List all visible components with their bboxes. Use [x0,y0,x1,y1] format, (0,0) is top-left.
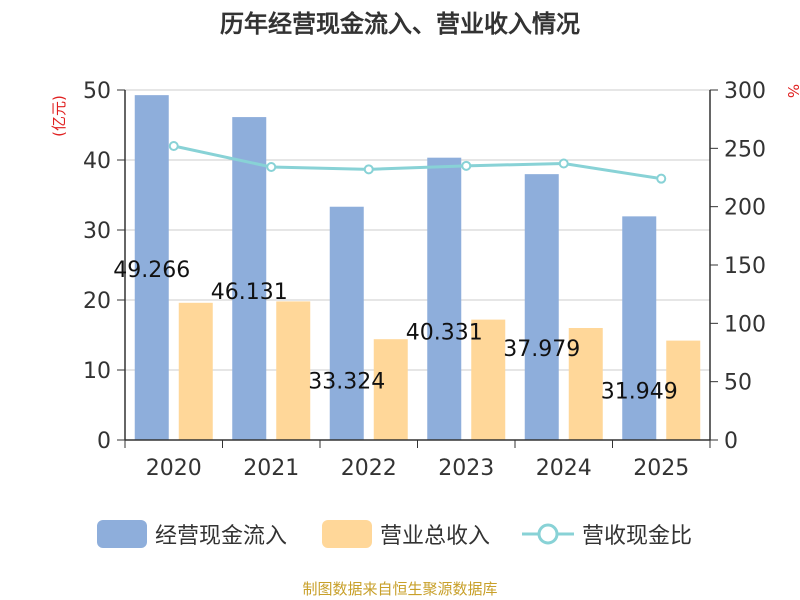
bar-revenue [471,319,506,440]
bar-revenue [276,301,311,440]
bar-revenue [666,340,701,440]
data-label: 46.131 [211,280,288,305]
ratio-line-path [173,144,662,181]
y-axis-label: (亿元) [50,95,68,137]
data-label: 37.979 [503,337,580,362]
ratio-point [168,141,179,151]
legend-swatch-cash-inflow [97,520,147,548]
y-tick-label: 20 [83,289,111,314]
x-tick-label: 2020 [146,456,202,481]
y2-tick-label: 300 [724,79,766,104]
bar-cash-inflow [329,206,364,440]
y-tick-label: 50 [83,79,111,104]
data-labels: 49.266 46.131 33.324 40.331 37.979 31.949 [113,258,677,404]
ratio-point [558,158,569,169]
ratio-point [461,160,472,171]
chart-title: 历年经营现金流入、营业收入情况 [220,10,580,38]
data-label: 31.949 [601,379,678,404]
bar-cash-inflow [622,216,657,440]
ratio-line [168,141,667,184]
legend-label-cash-inflow: 经营现金流入 [155,524,288,549]
y2-tick-label: 0 [724,429,738,454]
data-label: 49.266 [113,258,190,283]
ratio-point [266,162,277,172]
bar-revenue [568,328,603,440]
legend-item-ratio[interactable]: 营收现金比 [522,518,692,550]
y-tick-label: 0 [97,429,111,454]
ratio-point [363,164,374,175]
y-tick-label: 30 [83,219,111,244]
bar-cash-inflow [427,157,462,441]
legend-item-cash-inflow[interactable]: 经营现金流入 [97,518,287,550]
y2-axis-label: % [784,84,800,98]
source-note: 制图数据来自恒生聚源数据库 [302,580,498,598]
x-tick-label: 2024 [536,456,592,481]
x-tick-label: 2021 [243,456,299,481]
y2-tick-label: 250 [724,137,766,162]
y2-tick-label: 100 [724,312,766,337]
data-label: 33.324 [308,370,385,395]
legend-line-marker-icon [522,523,574,545]
y-tick-label: 10 [83,359,111,384]
x-tick-label: 2023 [438,456,494,481]
data-label: 40.331 [406,321,483,346]
bar-cash-inflow [232,117,267,440]
y2-tick-label: 50 [724,371,752,396]
legend-label-revenue: 营业总收入 [380,524,491,549]
legend-label-ratio: 营收现金比 [582,524,693,549]
y2-tick-label: 200 [724,196,766,221]
y-tick-label: 40 [83,149,111,174]
bar-revenue [178,302,213,440]
legend-swatch-revenue [322,520,372,548]
bar-cash-inflow [134,95,169,440]
x-tick-label: 2022 [341,456,397,481]
axes: 0 10 20 30 40 50 0 50 100 150 200 250 300 2020 2021 202… [83,79,766,481]
ratio-point [656,173,667,184]
bars [134,95,701,441]
bar-cash-inflow [524,174,559,440]
y2-tick-label: 150 [724,254,766,279]
x-tick-label: 2025 [633,456,689,481]
legend-item-revenue[interactable]: 营业总收入 [322,518,490,550]
bar-revenue [373,339,408,440]
